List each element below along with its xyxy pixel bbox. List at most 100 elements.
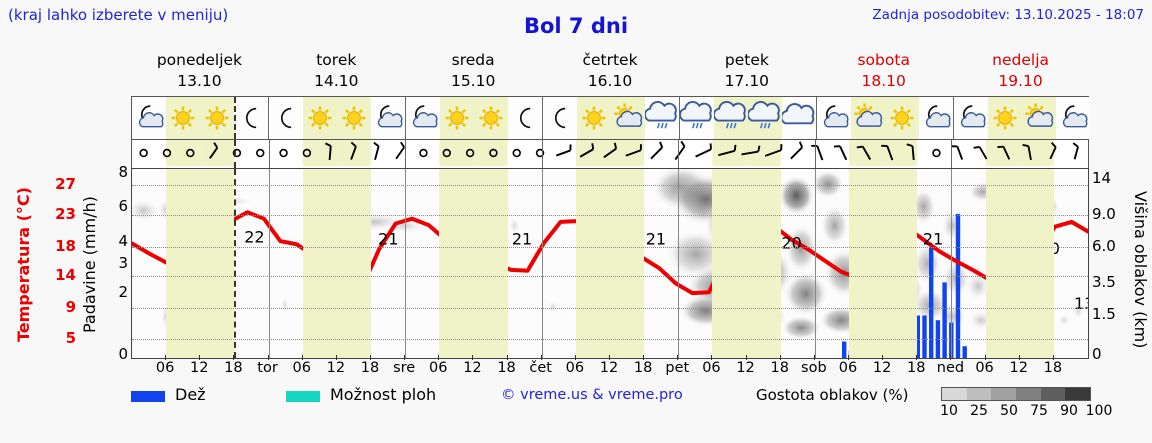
time-axis-tick: [267, 355, 269, 360]
credit-link[interactable]: © vreme.us & vreme.pro: [501, 387, 683, 403]
weather-icon-cell: [577, 97, 611, 139]
location-menu-note: (kraj lahko izberete v meniju): [8, 6, 229, 24]
moon-cloud-icon: [412, 105, 438, 128]
day-separator: [814, 169, 816, 358]
daylight-band: [302, 169, 337, 358]
cloud-height-tick: 6.0: [1092, 237, 1116, 256]
weather-icon-cell: [816, 97, 851, 139]
horizontal-gridline: [132, 275, 1088, 277]
time-axis-label: tor: [257, 360, 278, 376]
moon-cloud-icon: [960, 105, 986, 128]
daylight-band: [849, 169, 884, 358]
temperature-tick: 18: [55, 237, 76, 256]
weather-icon-cell: [885, 97, 919, 139]
daylight-band: [883, 169, 918, 358]
wind-barb: [997, 145, 1011, 160]
wind-barb-calm: [442, 148, 451, 158]
wind-barb: [395, 141, 405, 160]
time-axis-label: 18: [633, 360, 653, 376]
weather-icon-cell: [337, 97, 371, 139]
showers-legend-label: Možnost ploh: [330, 385, 437, 404]
precipitation-bar: [915, 315, 920, 358]
day-date: 17.10: [724, 72, 770, 90]
precipitation-bar: [962, 346, 967, 358]
day-separator: [541, 169, 543, 358]
day-header-četrtek: četrtek 16.10: [542, 50, 679, 94]
cloud-rain-icon: [680, 101, 712, 129]
cloud-height-tick: 14: [1092, 169, 1112, 188]
cloud-height-tick: 3.5: [1092, 273, 1116, 292]
wind-barb: [650, 141, 664, 160]
sun-icon: [171, 106, 195, 130]
temperature-tick: 23: [55, 205, 76, 224]
wind-barb: [695, 143, 712, 158]
time-axis-tick: [916, 355, 918, 360]
day-date: 14.10: [314, 72, 359, 90]
horizontal-gridline: [132, 339, 1088, 341]
time-axis-label: 18: [770, 360, 789, 376]
weather-icon-cell: [405, 97, 440, 139]
time-axis-tick: [848, 355, 849, 360]
weather-icon-cell: [200, 97, 234, 139]
time-axis-label: 18: [497, 360, 516, 376]
time-axis-label: 06: [429, 360, 448, 376]
time-axis-tick: [711, 355, 713, 360]
weather-icon-cell: [234, 97, 268, 139]
day-separator: [268, 140, 270, 168]
cloud-density-swatch: [991, 388, 1017, 400]
cloud-density-swatch: [1040, 388, 1066, 400]
moon-icon: [280, 107, 292, 129]
wind-barb-calm: [162, 148, 172, 158]
temperature-tick: 9: [65, 297, 76, 316]
cloud-height-tick: 9.0: [1092, 205, 1116, 224]
cloud-density-swatch: [1016, 388, 1041, 400]
weather-icon-cell: [542, 97, 577, 139]
wind-barb: [881, 144, 894, 161]
current-time-marker: [234, 140, 237, 168]
wind-barb: [325, 142, 332, 161]
weather-icon-cell: [440, 97, 474, 139]
day-separator: [678, 140, 680, 168]
time-axis-tick: [335, 355, 337, 360]
wind-barb-calm: [465, 148, 475, 158]
weather-icon-cell: [474, 97, 508, 139]
time-axis-label: sob: [801, 360, 827, 376]
temperature-axis-title: Temperatura (°C): [14, 187, 33, 343]
day-header-row: ponedeljek 13.10 torek 14.10 sreda 15.10 četrt…: [131, 50, 1089, 94]
weather-icon-cell: [988, 97, 1022, 139]
cloud-density-legend-label: Gostota oblakov (%): [756, 386, 909, 404]
wind-barb-calm: [302, 148, 312, 158]
wind-barb: [209, 142, 219, 159]
daylight-band: [439, 169, 474, 358]
cloud-rain-icon: [714, 101, 746, 129]
day-name: ponedeljek: [156, 51, 243, 69]
wind-barb: [856, 145, 872, 160]
weather-icon-cell: [132, 97, 166, 139]
precipitation-axis-ticks: 8 6 4 3 2 0: [104, 163, 128, 363]
time-axis-label: 06: [565, 360, 585, 376]
time-axis-label: ned: [936, 360, 965, 376]
daylight-band: [610, 169, 645, 358]
time-axis-tick: [438, 355, 440, 360]
precipitation-tick: 6: [118, 196, 128, 215]
cloud-density-tick: 90: [1060, 403, 1078, 419]
day-header-ponedeljek: ponedeljek 13.10: [131, 50, 268, 94]
time-axis-tick: [1052, 355, 1054, 360]
wind-barb: [603, 142, 618, 159]
day-separator: [951, 169, 953, 358]
time-axis-tick: [745, 355, 747, 360]
time-axis-label: 12: [190, 360, 209, 376]
time-axis-label: 12: [463, 360, 482, 376]
precipitation-bar: [955, 213, 961, 358]
temperature-tick: 14: [55, 265, 76, 284]
time-axis-tick: [574, 355, 576, 360]
wind-barb-row: [131, 140, 1089, 168]
time-axis-label: 06: [702, 360, 721, 376]
weather-icon-cell: [645, 97, 679, 139]
wind-barb: [811, 144, 824, 161]
precipitation-axis-title: Padavine (mm/h): [80, 196, 99, 334]
moon-icon: [519, 107, 531, 129]
wind-barb: [1022, 143, 1032, 161]
weather-icon-cell: [303, 97, 337, 139]
moon-cloud-icon: [1062, 105, 1088, 128]
